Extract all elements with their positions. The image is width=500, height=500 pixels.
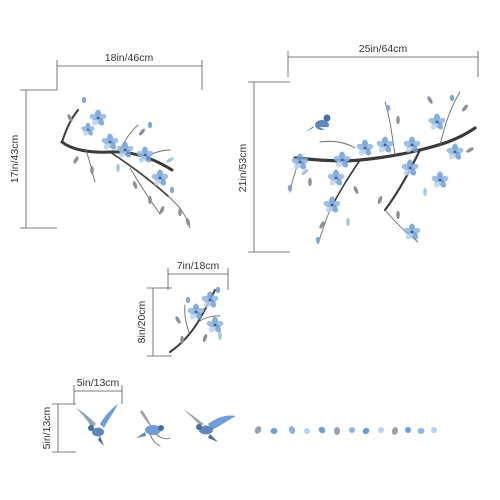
dim-label-large-right-height: 21in/53cm xyxy=(237,144,249,193)
dim-label-birds-width: 5in/13cm xyxy=(77,377,120,389)
dim-large-right-width: 25in/64cm xyxy=(287,43,479,77)
dim-large-left-width: 18in/46cm xyxy=(56,52,203,90)
bird-decal-2 xyxy=(136,410,171,447)
dim-label-large-left-height: 17in/43cm xyxy=(9,135,21,184)
large-left-branch-decal xyxy=(60,96,191,229)
dim-birds-width: 5in/13cm xyxy=(73,377,123,404)
dim-label-small-branch-width: 7in/18cm xyxy=(177,260,220,272)
dim-small-branch-width: 7in/18cm xyxy=(167,260,229,290)
bird-decal-1 xyxy=(76,404,118,446)
dim-birds-height: 5in/13cm xyxy=(41,403,76,453)
large-right-branch-decal xyxy=(287,91,477,245)
dim-label-large-left-width: 18in/46cm xyxy=(105,52,154,64)
loose-petals xyxy=(254,426,437,435)
dim-small-branch-height: 8in/20cm xyxy=(136,287,172,357)
dim-label-small-branch-height: 8in/20cm xyxy=(136,300,148,343)
dim-label-large-right-width: 25in/64cm xyxy=(359,43,408,55)
dim-label-birds-height: 5in/13cm xyxy=(41,406,53,449)
bird-decal-3 xyxy=(184,410,236,442)
dim-large-right-height: 21in/53cm xyxy=(237,81,290,253)
dim-large-left-height: 17in/43cm xyxy=(9,89,57,229)
small-branch-decal xyxy=(169,286,225,353)
perched-bird xyxy=(305,114,331,132)
